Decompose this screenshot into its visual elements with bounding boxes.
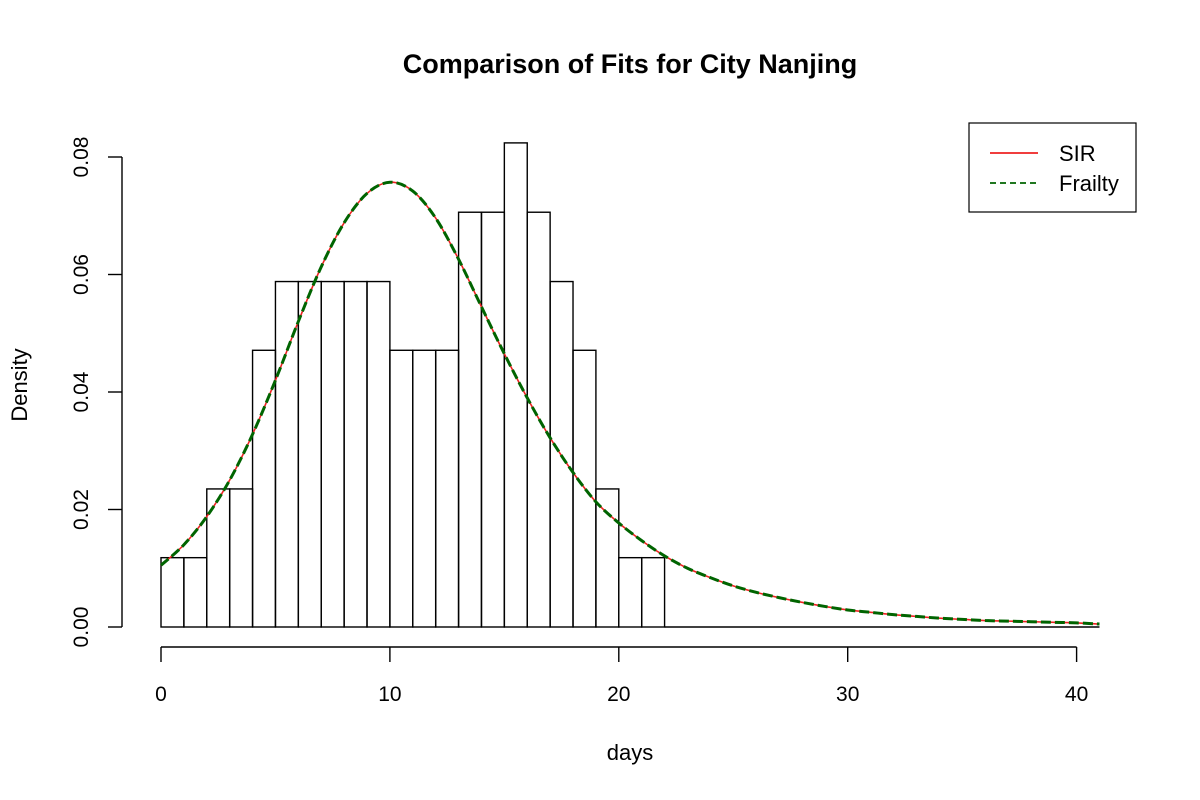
histogram-bar	[297, 280, 322, 628]
histogram-bar	[434, 349, 460, 628]
histogram-bar	[457, 211, 483, 628]
y-tick-label: 0.04	[70, 371, 93, 412]
histogram-bar	[251, 349, 277, 628]
y-tick-label: 0.06	[70, 254, 93, 295]
histogram-bar	[412, 349, 437, 628]
histogram-bar	[320, 280, 345, 628]
y-axis-label: Density	[7, 348, 32, 421]
legend-box	[968, 122, 1137, 213]
histogram-bar	[549, 280, 574, 628]
y-tick-label: 0.02	[70, 489, 93, 530]
histogram-bar	[595, 488, 620, 628]
histogram-bar	[480, 211, 506, 628]
histogram-bar	[618, 556, 643, 628]
histogram-bars	[160, 142, 1100, 628]
legend-label: Frailty	[1059, 171, 1119, 196]
legend-label: SIR	[1059, 141, 1096, 166]
histogram-bar	[183, 556, 208, 628]
histogram-bar	[343, 280, 368, 628]
x-tick-label: 30	[836, 683, 859, 706]
histogram-bar	[228, 488, 254, 628]
x-tick-label: 40	[1065, 683, 1088, 706]
histogram-bar	[366, 280, 391, 628]
x-tick-label: 20	[607, 683, 630, 706]
x-axis: 0 10 20 30 40	[155, 646, 1088, 706]
legend: SIR Frailty	[968, 122, 1137, 213]
fit-curves	[159, 180, 1100, 626]
y-tick-label: 0.00	[70, 607, 93, 648]
histogram-bar	[389, 349, 414, 628]
x-axis-label: days	[607, 740, 653, 765]
histogram-bar	[640, 556, 666, 628]
chart-title: Comparison of Fits for City Nanjing	[403, 49, 858, 79]
x-tick-label: 10	[378, 683, 401, 706]
y-axis: 0.00 0.02 0.04 0.06 0.08	[70, 137, 123, 648]
x-tick-label: 0	[155, 683, 167, 706]
y-tick-label: 0.08	[70, 137, 93, 178]
series-line-frailty	[159, 180, 1100, 626]
histogram-bar	[503, 142, 528, 628]
histogram-bar	[160, 556, 185, 628]
